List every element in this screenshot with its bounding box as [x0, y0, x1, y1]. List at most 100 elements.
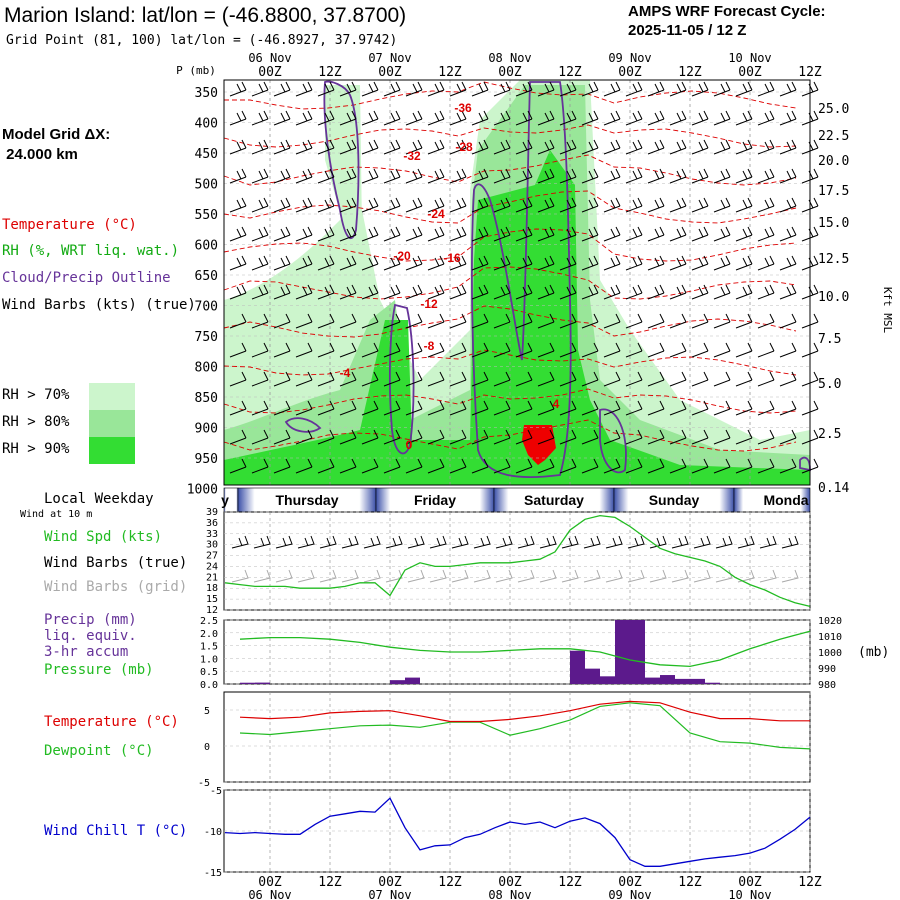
wind-barb	[405, 400, 423, 416]
wind-barb	[669, 400, 687, 416]
wind-barb	[713, 255, 731, 271]
wind-barb	[757, 81, 775, 97]
wind-barb	[537, 429, 555, 445]
temperature-label: -12	[420, 297, 438, 311]
precip-tick: 0.5	[200, 667, 218, 678]
height-tick-label: 12.5	[818, 252, 849, 267]
wind-barb	[493, 226, 511, 242]
wind-barb	[559, 313, 577, 329]
wind-barb	[405, 110, 423, 126]
wind-speed-tick: 18	[206, 583, 218, 594]
wind-barb	[779, 255, 797, 271]
wind-barb	[493, 400, 511, 416]
wind-barb-grid	[473, 569, 491, 583]
wind-barb	[735, 255, 753, 271]
wind-barb	[471, 458, 489, 474]
wind-barb	[295, 255, 313, 271]
wind-barb	[251, 139, 269, 155]
wind-barb	[493, 313, 511, 329]
wind-barb	[647, 197, 665, 213]
wind-barb	[537, 458, 555, 474]
precip-bar	[390, 680, 405, 684]
wind-barb	[449, 371, 467, 387]
weekday-label: Sunday	[649, 492, 700, 508]
wind-barb	[317, 342, 335, 358]
wind-speed-tick: 39	[206, 507, 218, 518]
height-tick-label: 10.0	[818, 290, 849, 305]
wind-barb-grid	[627, 569, 645, 583]
legend-wind-barbs: Wind Barbs (kts) (true)	[2, 297, 196, 313]
precip-bar	[585, 668, 600, 684]
height-tick-label: 15.0	[818, 216, 849, 231]
wind-barb	[251, 284, 269, 300]
cross-section-frame	[223, 79, 811, 486]
wind-barb	[625, 255, 643, 271]
temperature-label: -8	[424, 339, 435, 353]
wind-barb	[647, 284, 665, 300]
temperature-label: -32	[403, 149, 421, 163]
wind-barb	[779, 168, 797, 184]
wind-barb	[669, 458, 687, 474]
wind-barb	[295, 226, 313, 242]
wind-barb	[603, 168, 621, 184]
precip-tick: 1.0	[200, 654, 218, 665]
wind-barb	[537, 371, 555, 387]
wind-barb	[317, 284, 335, 300]
temperature-contour	[223, 124, 797, 148]
wind-barb	[471, 255, 489, 271]
wind-barb-grid	[319, 569, 337, 583]
temp-tick: 0	[204, 742, 210, 753]
legend-rh: RH (%, WRT liq. wat.)	[2, 243, 180, 259]
wind-barb-true	[407, 535, 425, 549]
wind-barb	[559, 400, 577, 416]
wind-barb	[669, 342, 687, 358]
wind-speed-tick: 15	[206, 594, 218, 605]
wind-barb	[317, 400, 335, 416]
weekday-label: Monda	[763, 492, 808, 508]
wind-barb	[669, 313, 687, 329]
height-tick-label: 0.14	[818, 481, 849, 496]
windchill-tick: -15	[204, 868, 222, 879]
pressure-tick-label: 950	[195, 452, 218, 467]
wind-barb	[493, 139, 511, 155]
wind-barb	[405, 255, 423, 271]
wind-barb	[515, 168, 533, 184]
model-grid-value: 24.000 km	[2, 146, 78, 163]
wind-barb	[471, 168, 489, 184]
bottom-date-label: 09 Nov	[608, 888, 651, 900]
wind-barb	[779, 313, 797, 329]
wind-barb	[713, 458, 731, 474]
wind-barb	[559, 429, 577, 445]
wind-barb	[537, 226, 555, 242]
top-time-tick: 12Z	[678, 65, 702, 80]
wind-barb	[295, 81, 313, 97]
bottom-time-tick: 12Z	[558, 875, 582, 890]
wind-speed-tick: 30	[206, 540, 218, 551]
wind-barb	[779, 371, 797, 387]
wind-barb	[691, 197, 709, 213]
wind-barb-true	[429, 535, 447, 549]
wind-barb	[735, 458, 753, 474]
wind-barb	[361, 400, 379, 416]
wind-barb	[493, 197, 511, 213]
legend-precip-accum: 3-hr accum	[44, 644, 129, 660]
wind-barb	[735, 110, 753, 126]
wind-barb-true	[385, 535, 403, 549]
wind-barb	[559, 139, 577, 155]
temperature-label: -36	[454, 101, 472, 115]
wind-barb-true	[297, 535, 315, 549]
pressure-tick: 980	[818, 680, 836, 691]
cloud-outline-0	[323, 80, 360, 240]
weekday-segment	[493, 487, 615, 513]
wind-barb	[317, 255, 335, 271]
wind-barb	[757, 197, 775, 213]
wind-barb	[625, 110, 643, 126]
wind-barb	[361, 255, 379, 271]
wind-barb	[405, 342, 423, 358]
wind-barb	[449, 284, 467, 300]
wind-barb	[339, 255, 357, 271]
precip-bar	[405, 677, 420, 684]
wind-barb	[515, 110, 533, 126]
bottom-date-label: 10 Nov	[728, 888, 771, 900]
wind-barb	[339, 139, 357, 155]
